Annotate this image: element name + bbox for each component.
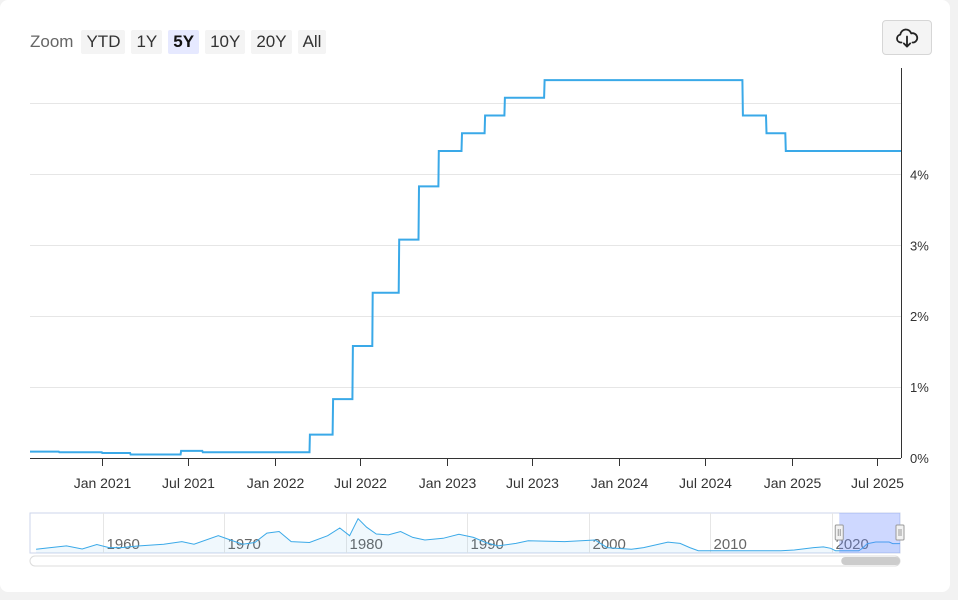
x-tick-label: Jan 2023 <box>419 475 477 491</box>
navigator-area <box>36 518 901 553</box>
y-tick-label: 4% <box>910 167 929 182</box>
y-tick-label: 0% <box>910 451 929 466</box>
y-tick-label: 1% <box>910 380 929 395</box>
navigator-left-handle[interactable] <box>834 524 844 541</box>
navigator-frame <box>29 512 901 554</box>
zoom-ytd-button[interactable]: YTD <box>81 30 126 54</box>
navigator-series-line <box>36 517 900 552</box>
x-tick-label: Jul 2022 <box>334 475 387 491</box>
main-chart[interactable]: 0% 1% 2% 3% 4% Jan 2021 Jul 2021 Jan 2022 Jul 20… <box>0 60 958 560</box>
zoom-all-button[interactable]: All <box>297 30 327 54</box>
series-line[interactable] <box>30 79 901 456</box>
navigator-right-handle[interactable] <box>895 524 905 541</box>
navigator-selected-range[interactable] <box>839 513 900 553</box>
download-button[interactable] <box>882 20 932 55</box>
y-tick-label: 3% <box>910 238 929 253</box>
x-tick-label: Jan 2024 <box>591 475 649 491</box>
range-navigator[interactable]: 1960197019801990200020102020 <box>0 510 958 570</box>
zoom-20y-button[interactable]: 20Y <box>251 30 292 54</box>
navigator-year-label: 1960 <box>107 536 140 553</box>
cloud-download-icon <box>896 28 919 47</box>
x-tick-label: Jul 2024 <box>679 475 732 491</box>
chart-card: Zoom YTD 1Y 5Y 10Y 20Y All 0% 1% 2% 3% 4% Jan… <box>0 0 950 592</box>
zoom-toolbar: Zoom YTD 1Y 5Y 10Y 20Y All <box>30 30 327 54</box>
navigator-year-label: 2020 <box>836 536 869 553</box>
x-tick-label: Jan 2021 <box>74 475 132 491</box>
x-tick-label: Jul 2023 <box>506 475 559 491</box>
zoom-5y-button[interactable]: 5Y <box>168 30 200 54</box>
x-tick-label: Jul 2025 <box>851 475 904 491</box>
navigator-year-label: 2010 <box>714 536 747 553</box>
navigator-year-label: 1980 <box>350 536 383 553</box>
x-tick-label: Jul 2021 <box>162 475 215 491</box>
zoom-10y-button[interactable]: 10Y <box>205 30 246 54</box>
scrollbar-thumb[interactable] <box>841 557 900 565</box>
zoom-1y-button[interactable]: 1Y <box>131 30 163 54</box>
x-tick-label: Jan 2022 <box>247 475 305 491</box>
navigator-year-label: 1970 <box>228 536 261 553</box>
y-tick-label: 2% <box>910 309 929 324</box>
navigator-year-label: 1990 <box>471 536 504 553</box>
scrollbar-track[interactable] <box>29 555 901 567</box>
zoom-label: Zoom <box>30 32 74 51</box>
x-tick-label: Jan 2025 <box>764 475 822 491</box>
